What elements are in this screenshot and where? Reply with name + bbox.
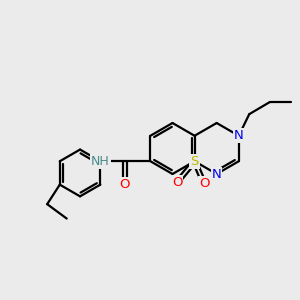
Text: N: N bbox=[212, 167, 221, 181]
Text: O: O bbox=[199, 177, 209, 190]
Text: O: O bbox=[120, 178, 130, 191]
Text: NH: NH bbox=[91, 155, 110, 168]
Text: O: O bbox=[172, 176, 182, 189]
Text: S: S bbox=[190, 155, 199, 168]
Text: N: N bbox=[234, 129, 244, 142]
